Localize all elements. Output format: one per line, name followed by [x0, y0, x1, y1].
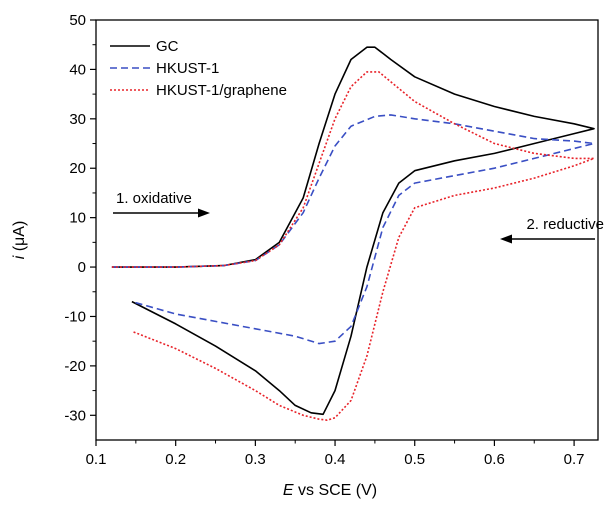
x-tick-label: 0.5: [404, 451, 425, 468]
x-tick-label: 0.7: [564, 451, 585, 468]
y-tick-label: 10: [69, 210, 86, 227]
oxidative-annotation: 1. oxidative: [113, 190, 210, 218]
reductive-annotation: 2. reductive: [500, 216, 604, 244]
reductive-label: 2. reductive: [526, 216, 604, 233]
y-tick-label: 20: [69, 160, 86, 177]
plot-frame: [95, 19, 599, 441]
y-tick-label: 50: [69, 12, 86, 29]
legend-label-0: GC: [156, 38, 179, 55]
series-line-0: [111, 46, 595, 416]
legend-label-1: HKUST-1: [156, 60, 219, 77]
series-line-1: [111, 114, 595, 345]
x-tick-label: 0.4: [325, 451, 346, 468]
oxidative-arrow-head: [198, 208, 210, 218]
x-axis-label: E vs SCE (V): [283, 482, 377, 499]
data-curves: [111, 46, 595, 422]
series-line-2: [111, 71, 595, 422]
x-tick-label: 0.2: [165, 451, 186, 468]
legend: GC HKUST-1 HKUST-1/graphene: [110, 38, 287, 99]
legend-label-2: HKUST-1/graphene: [156, 82, 287, 99]
reductive-arrow-head: [500, 234, 512, 244]
x-tick-label: 0.6: [484, 451, 505, 468]
x-tick-label: 0.1: [86, 451, 107, 468]
y-tick-label: -10: [64, 308, 86, 325]
y-tick-label: 30: [69, 111, 86, 128]
y-tick-label: 40: [69, 61, 86, 78]
oxidative-label: 1. oxidative: [116, 190, 192, 207]
x-tick-label: 0.3: [245, 451, 266, 468]
y-tick-label: 0: [78, 259, 86, 276]
y-axis-ticks: -30 -20 -10 0 10 20 30 40 50: [64, 12, 96, 424]
y-axis-label: i (μA): [11, 221, 28, 260]
y-tick-label: -20: [64, 358, 86, 375]
y-tick-label: -30: [64, 407, 86, 424]
x-axis-ticks: 0.1 0.2 0.3 0.4 0.5 0.6 0.7: [86, 440, 585, 468]
